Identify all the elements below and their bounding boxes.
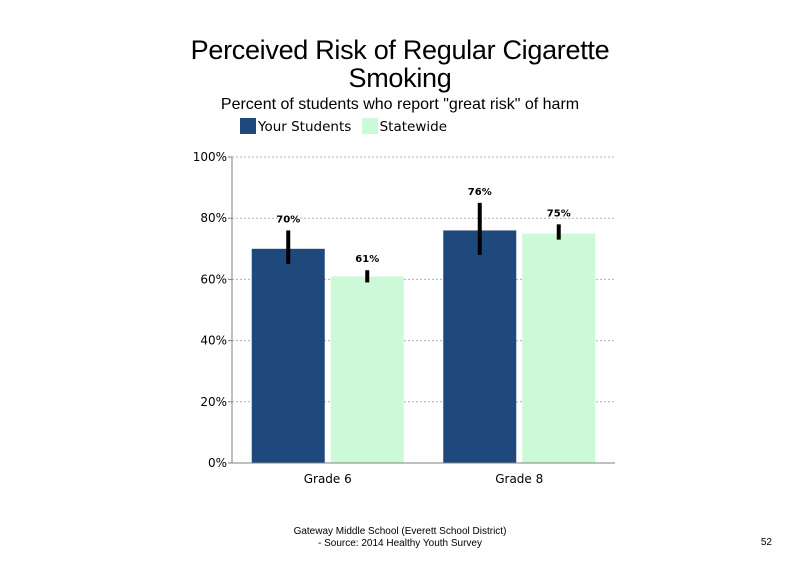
chart-subtitle: Percent of students who report "great ri… <box>220 96 580 113</box>
value-label-your-students-grade-6: 70% <box>276 214 300 225</box>
footer-source-line-2: - Source: 2014 Healthy Youth Survey <box>318 538 482 549</box>
y-tick-label-60: 60% <box>200 272 227 286</box>
legend-swatch-statewide <box>361 118 378 134</box>
x-tick-label-grade-6: Grade 6 <box>304 472 352 486</box>
y-tick-label-0: 0% <box>208 456 227 470</box>
legend-entry-statewide: Statewide <box>361 118 447 135</box>
y-tick-label-20: 20% <box>200 395 227 409</box>
legend-label-your-students: Your Students <box>258 119 352 135</box>
chart-legend: Your Students Statewide <box>240 118 453 138</box>
legend-label-statewide: Statewide <box>379 119 447 135</box>
x-tick-label-grade-8: Grade 8 <box>495 472 543 486</box>
bar-statewide-grade-8 <box>522 233 596 463</box>
legend-entry-your-students: Your Students <box>240 118 351 135</box>
value-label-statewide-grade-6: 61% <box>355 254 379 265</box>
footer-source-line-1: Gateway Middle School (Everett School Di… <box>293 526 507 537</box>
y-tick-label-40: 40% <box>200 334 227 348</box>
value-label-statewide-grade-8: 75% <box>547 208 571 219</box>
y-tick-label-100: 100% <box>193 150 227 164</box>
legend-swatch-your-students <box>240 118 256 134</box>
page-number: 52 <box>760 537 772 548</box>
y-tick-label-80: 80% <box>200 211 227 225</box>
footer-source: Gateway Middle School (Everett School Di… <box>220 526 580 550</box>
bar-your-students-grade-6 <box>251 248 325 463</box>
chart-title: Perceived Risk of Regular Cigarette Smok… <box>190 35 610 93</box>
bar-your-students-grade-8 <box>443 230 517 463</box>
bar-statewide-grade-6 <box>330 276 404 463</box>
value-label-your-students-grade-8: 76% <box>468 187 492 198</box>
